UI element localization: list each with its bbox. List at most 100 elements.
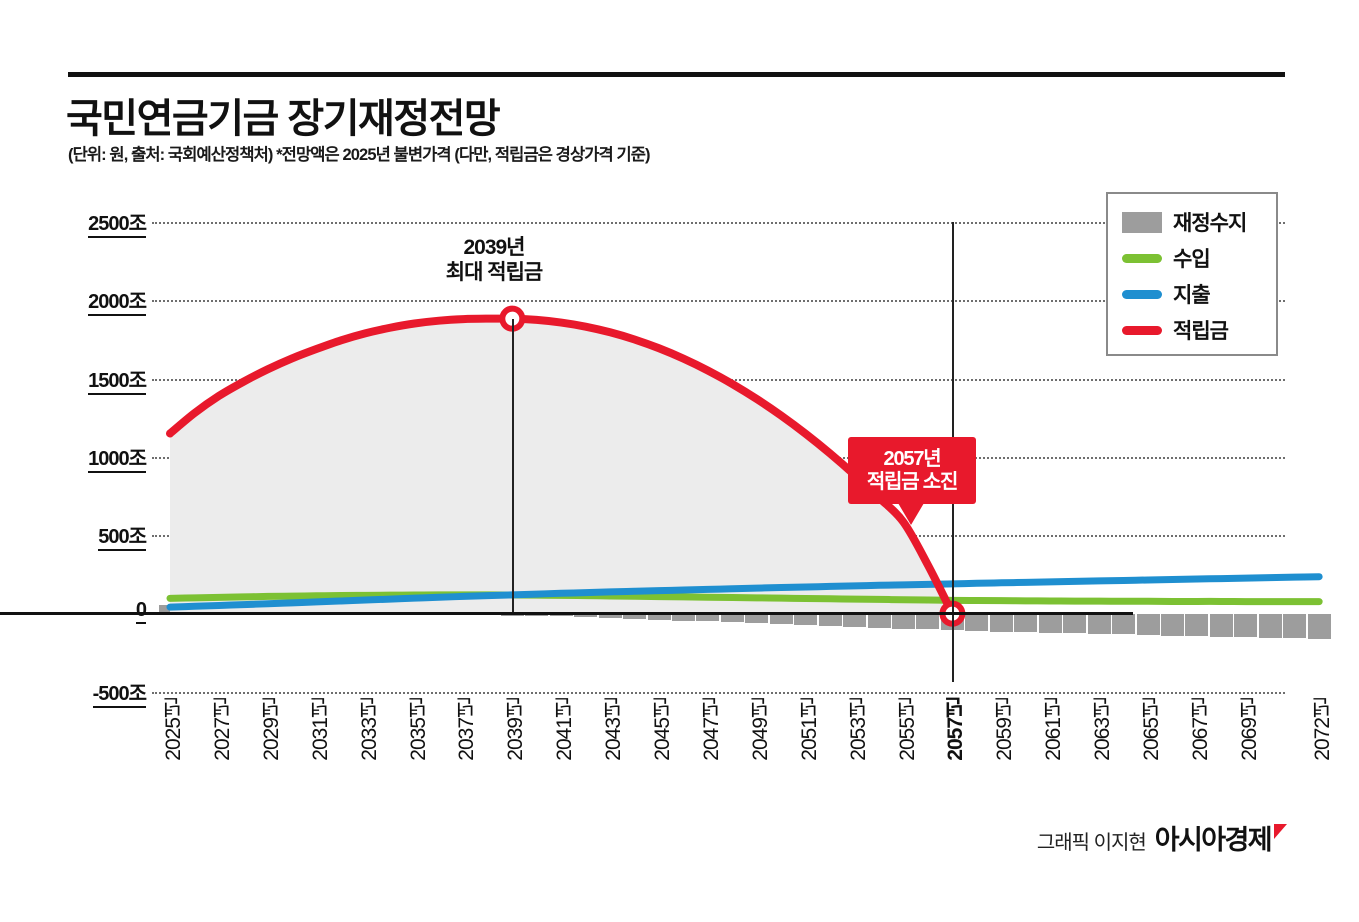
y-axis-tick-500: 500조 — [98, 520, 147, 552]
credit-author: 그래픽 이지현 — [1036, 832, 1147, 854]
annotation-depletion-year: 2057년 — [883, 447, 942, 470]
x-axis-tick-2061: 2061년 — [1042, 698, 1066, 761]
table-row — [1307, 613, 1331, 639]
gridline-2500 — [152, 222, 1285, 224]
x-axis-tick-2041: 2041년 — [553, 698, 577, 761]
annotation-depletion-label: 적립금 소진 — [866, 470, 959, 493]
table-row — [598, 613, 622, 618]
y-axis-tick--500: -500조 — [92, 677, 147, 708]
legend-item-label: 재정수지 — [1173, 212, 1247, 235]
table-row — [1283, 613, 1307, 639]
header-rule — [68, 72, 1285, 77]
vertical-marker-2039 — [512, 318, 514, 614]
legend-item-수입[interactable]: 수입 — [1122, 240, 1276, 276]
line-series-svg — [166, 305, 1323, 627]
table-row — [1160, 613, 1184, 636]
gridline--500 — [152, 692, 1285, 694]
y-axis-tick-2000: 2000조 — [88, 285, 147, 317]
table-row — [720, 613, 744, 623]
table-row — [916, 613, 940, 630]
y-axis-tick-1500: 1500조 — [88, 364, 147, 395]
x-axis-tick-2039: 2039년 — [504, 698, 528, 761]
x-axis-tick-2045: 2045년 — [651, 698, 674, 761]
table-row — [1087, 613, 1111, 634]
brand-flag-icon — [1274, 824, 1287, 839]
x-axis-tick-2049: 2049년 — [748, 698, 772, 761]
line-series-수입 — [166, 591, 1323, 606]
area-fill-적립금 — [170, 318, 953, 614]
table-row — [671, 613, 695, 621]
legend-item-label: 수입 — [1173, 248, 1211, 271]
table-row — [769, 613, 793, 625]
x-axis-tick-2031: 2031년 — [308, 698, 332, 761]
x-axis-tick-2053: 2053년 — [846, 698, 870, 761]
legend-swatch-icon — [1122, 325, 1162, 335]
table-row — [623, 613, 647, 619]
table-row — [1185, 613, 1209, 637]
x-axis-tick-2037: 2037년 — [455, 698, 479, 761]
annotation-peak-label: 최대 적립금 — [445, 260, 543, 284]
x-axis-tick-2047: 2047년 — [699, 698, 723, 761]
table-row — [745, 613, 769, 624]
table-row — [818, 613, 842, 627]
legend-item-적립금[interactable]: 적립금 — [1122, 312, 1276, 348]
legend-swatch-icon — [1122, 253, 1162, 263]
table-row — [696, 613, 720, 622]
x-axis-tick-2057: 2057년 — [944, 698, 968, 761]
table-row — [1014, 613, 1038, 633]
legend-swatch-icon — [1122, 289, 1162, 299]
chart-plot-area — [152, 222, 1331, 694]
x-axis-tick-2029: 2029년 — [259, 698, 283, 761]
legend-item-지출[interactable]: 지출 — [1122, 276, 1276, 312]
x-axis-tick-2063: 2063년 — [1091, 698, 1115, 761]
x-axis-tick-2069: 2069년 — [1237, 698, 1261, 761]
page-title: 국민연금기금 장기재정전망 — [66, 97, 501, 141]
annotation-peak: 2039년 최대 적립금 — [380, 236, 608, 286]
table-row — [1038, 613, 1062, 633]
table-row — [574, 613, 598, 617]
table-row — [1258, 613, 1282, 638]
table-row — [647, 613, 671, 620]
x-axis-tick-2059: 2059년 — [993, 698, 1017, 761]
line-series-지출 — [166, 573, 1323, 611]
y-axis-labels: 2500조 2000조 1500조 1000조 500조 0 -500조 — [58, 213, 147, 708]
zero-baseline — [0, 612, 1133, 615]
annotation-depletion-pointer — [898, 503, 924, 525]
table-row — [1136, 613, 1160, 635]
y-axis-tick-0: 0 — [135, 598, 147, 624]
table-row — [867, 613, 891, 628]
x-axis-tick-2043: 2043년 — [602, 698, 626, 761]
legend-item-label: 지출 — [1173, 284, 1211, 307]
table-row — [1234, 613, 1258, 638]
table-row — [1209, 613, 1233, 637]
table-row — [1063, 613, 1087, 634]
x-axis-tick-2051: 2051년 — [797, 698, 821, 761]
x-axis-tick-2072: 2072년 — [1311, 698, 1335, 761]
x-axis-tick-2025: 2025년 — [162, 698, 185, 761]
legend-swatch-icon — [1122, 211, 1162, 233]
table-row — [892, 613, 915, 629]
x-axis-tick-2027: 2027년 — [210, 698, 234, 761]
page-subtitle: (단위: 원, 출처: 국회예산정책처) *전망액은 2025년 불변가격 (다… — [68, 146, 651, 164]
credit-line: 그래픽 이지현 아시아경제 — [1037, 818, 1287, 857]
x-axis-labels: 2025년 2027년 2029년 2031년 2033년 2035년 2037년 2039년… — [152, 698, 1334, 803]
annotation-peak-year: 2039년 — [463, 236, 525, 259]
legend-item-label: 적립금 — [1173, 320, 1229, 343]
x-axis-tick-2055: 2055년 — [895, 698, 919, 761]
legend-item-재정수지[interactable]: 재정수지 — [1122, 204, 1276, 240]
x-axis-tick-2035: 2035년 — [406, 698, 430, 761]
table-row — [965, 613, 989, 631]
x-axis-tick-2033: 2033년 — [357, 698, 381, 761]
table-row — [843, 613, 867, 627]
gridline-2000 — [152, 300, 1285, 303]
line-series-적립금 — [166, 314, 957, 618]
y-axis-tick-2500: 2500조 — [88, 207, 147, 238]
x-axis-tick-2067: 2067년 — [1188, 698, 1212, 761]
y-axis-tick-1000: 1000조 — [88, 442, 147, 473]
credit-brand: 아시아경제 — [1154, 825, 1273, 855]
x-axis-tick-2065: 2065년 — [1140, 698, 1163, 761]
table-row — [989, 613, 1013, 632]
table-row — [794, 613, 818, 626]
